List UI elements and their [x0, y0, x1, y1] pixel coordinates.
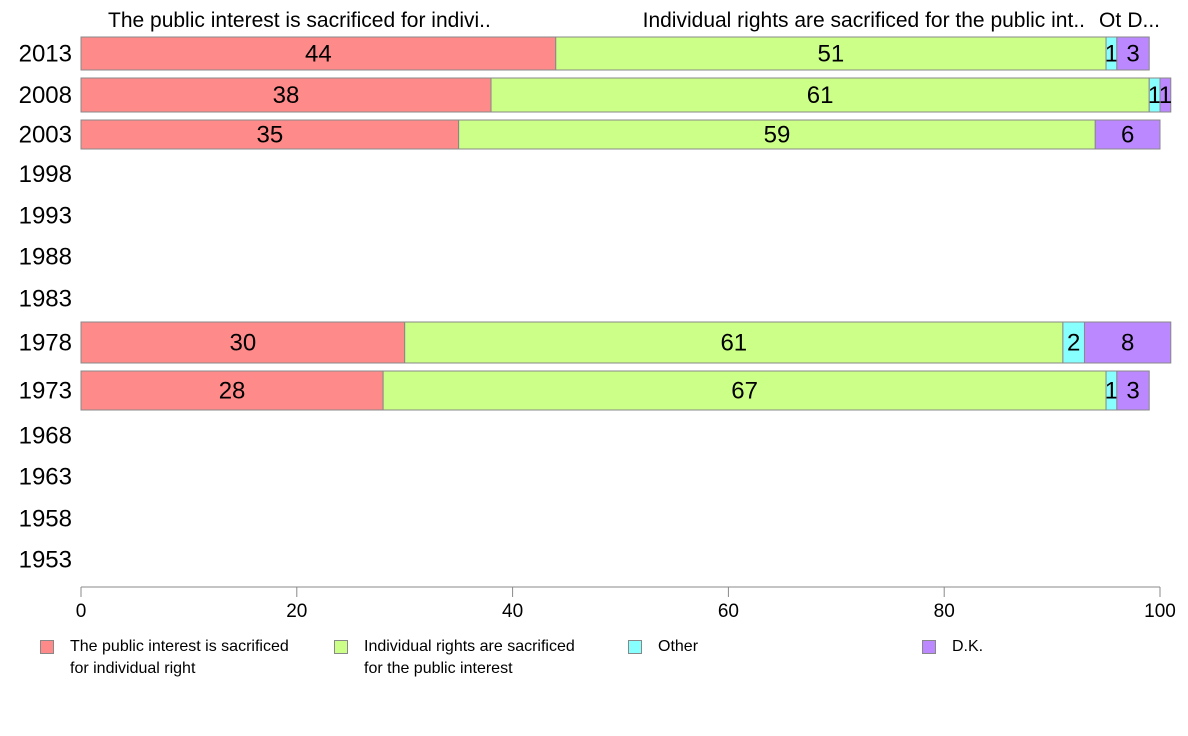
y-tick-label: 1963	[19, 464, 72, 491]
data-label: 59	[764, 122, 791, 149]
legend: The public interest is sacrificed for in…	[0, 636, 1188, 696]
column-header: D...	[1127, 9, 1160, 32]
data-label: 30	[229, 330, 256, 357]
bar-segment	[458, 119, 1096, 150]
bar-segment	[1083, 321, 1172, 364]
bar-segment	[1094, 119, 1161, 150]
y-tick-label: 1953	[19, 547, 72, 574]
x-tick-label: 60	[718, 601, 739, 622]
x-tick-label: 80	[934, 601, 955, 622]
legend-item-individual-rights: Individual rights are sacrificed for the…	[334, 636, 575, 680]
legend-label-individual-rights: Individual rights are sacrificed for the…	[364, 638, 575, 677]
bar-segment	[80, 119, 460, 150]
data-label: 1	[1105, 41, 1118, 68]
data-label: 61	[720, 330, 747, 357]
data-label: 61	[807, 82, 834, 109]
y-tick-label: 1983	[19, 286, 72, 313]
legend-item-other: Other	[628, 636, 698, 658]
legend-swatch-other	[628, 640, 642, 654]
bar-segment	[1159, 77, 1172, 113]
bar-segment	[80, 36, 557, 71]
y-tick-label: 1993	[19, 203, 72, 230]
data-label: 3	[1126, 41, 1139, 68]
legend-swatch-public-interest	[40, 640, 54, 654]
legend-swatch-dk	[922, 640, 936, 654]
y-tick-label: 1978	[19, 330, 72, 357]
y-tick-label: 1973	[19, 378, 72, 405]
y-tick-label: 2008	[19, 82, 72, 109]
x-tick-label: 0	[76, 601, 87, 622]
y-tick-label: 1968	[19, 423, 72, 450]
bar-segment	[1116, 36, 1150, 71]
legend-swatch-individual-rights	[334, 640, 348, 654]
data-label: 8	[1121, 330, 1134, 357]
data-label: 35	[256, 122, 283, 149]
bar-segment	[490, 77, 1150, 113]
legend-label-dk: D.K.	[952, 638, 984, 655]
y-tick-label: 2013	[19, 41, 72, 68]
x-tick-label: 40	[502, 601, 523, 622]
bar-segment	[404, 321, 1064, 364]
y-tick-label: 1998	[19, 161, 72, 188]
bar-segment	[1116, 370, 1150, 411]
data-label: 38	[273, 82, 300, 109]
column-header: Individual rights are sacrificed for the…	[643, 9, 1085, 32]
data-label: 44	[305, 41, 332, 68]
y-tick-label: 2003	[19, 122, 72, 149]
stacked-bar-chart: 2013200820031998199319881983197819731968…	[19, 9, 1176, 622]
data-label: 2	[1067, 330, 1080, 357]
column-header: Ot	[1099, 9, 1121, 32]
data-label: 1	[1159, 82, 1172, 109]
data-label: 3	[1126, 378, 1139, 405]
x-tick-label: 20	[286, 601, 307, 622]
data-label: 67	[731, 378, 758, 405]
bar-segment	[80, 370, 384, 411]
data-label: 1	[1105, 378, 1118, 405]
data-label: 28	[219, 378, 246, 405]
x-tick-label: 100	[1144, 601, 1176, 622]
column-header: The public interest is sacrificed for in…	[108, 9, 491, 32]
legend-label-public-interest: The public interest is sacrificed for in…	[70, 638, 289, 677]
legend-label-other: Other	[658, 638, 699, 655]
legend-item-public-interest: The public interest is sacrificed for in…	[40, 636, 289, 680]
bar-segment	[382, 370, 1107, 411]
y-tick-label: 1958	[19, 506, 72, 533]
data-label: 51	[818, 41, 845, 68]
bar-segment	[555, 36, 1107, 71]
data-label: 6	[1121, 122, 1134, 149]
legend-item-dk: D.K.	[922, 636, 983, 658]
data-label: 1	[1148, 82, 1161, 109]
y-tick-label: 1988	[19, 244, 72, 271]
